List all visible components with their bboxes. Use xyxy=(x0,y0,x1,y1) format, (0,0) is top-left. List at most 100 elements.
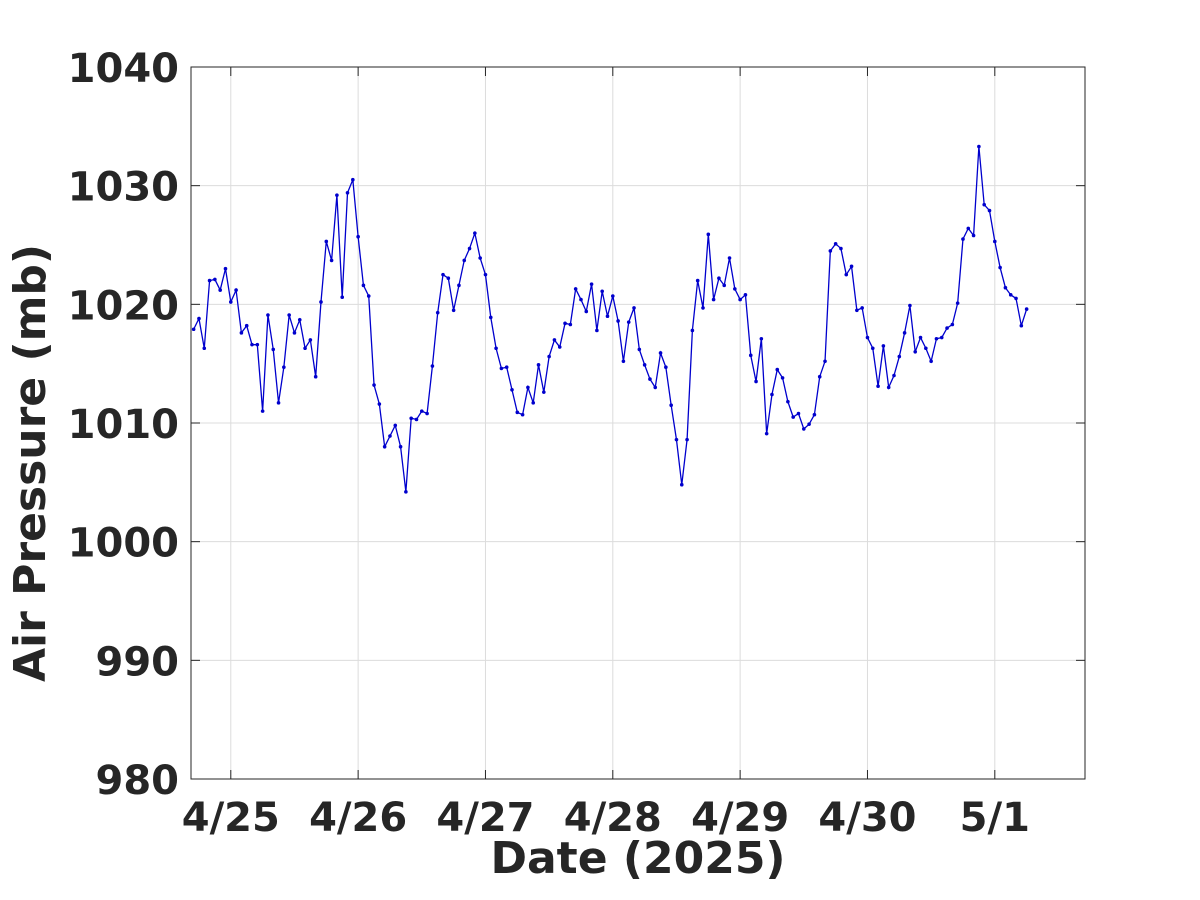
y-tick-label: 1030 xyxy=(68,165,179,211)
data-point xyxy=(260,409,265,413)
data-point xyxy=(865,335,870,340)
data-point xyxy=(382,444,387,449)
data-point xyxy=(823,359,827,364)
plot-frame xyxy=(190,66,1086,780)
data-point xyxy=(918,335,923,340)
data-point xyxy=(706,232,711,237)
data-point xyxy=(308,338,313,342)
data-point xyxy=(377,402,382,406)
data-point xyxy=(754,379,758,384)
data-point xyxy=(902,331,907,335)
data-point xyxy=(780,376,785,380)
data-point xyxy=(966,226,971,231)
x-axis-label: Date (2025) xyxy=(490,833,785,884)
data-point xyxy=(738,297,742,302)
data-point xyxy=(404,490,408,494)
data-point xyxy=(499,366,504,371)
data-point xyxy=(1024,307,1029,311)
data-point xyxy=(812,412,817,417)
data-point xyxy=(393,423,398,428)
data-point xyxy=(839,246,843,251)
data-point xyxy=(802,427,806,431)
x-tick-label: 4/29 xyxy=(691,795,789,841)
y-tick-label: 1000 xyxy=(68,521,179,567)
data-point xyxy=(202,346,207,351)
data-point xyxy=(674,437,679,442)
data-point xyxy=(1003,285,1008,290)
data-point xyxy=(213,277,217,282)
data-point xyxy=(748,353,753,358)
data-point xyxy=(897,354,902,359)
data-point xyxy=(239,331,244,335)
data-point xyxy=(218,288,222,292)
data-point xyxy=(701,306,705,310)
x-tick-label: 4/28 xyxy=(564,795,662,841)
data-point xyxy=(844,272,849,277)
x-tick-label: 4/27 xyxy=(436,795,534,841)
data-point xyxy=(971,233,976,238)
data-point xyxy=(876,384,880,389)
data-point xyxy=(414,417,419,422)
data-point xyxy=(366,294,371,298)
data-point xyxy=(722,283,727,288)
data-point xyxy=(271,347,276,352)
data-point xyxy=(733,287,737,291)
data-point xyxy=(356,234,360,239)
data-point xyxy=(425,411,429,416)
data-point xyxy=(870,346,875,351)
data-point xyxy=(786,399,790,404)
data-point xyxy=(515,410,520,415)
data-point xyxy=(297,317,302,322)
data-point xyxy=(595,328,599,333)
data-point xyxy=(313,374,318,379)
data-point xyxy=(669,403,673,408)
data-point xyxy=(886,385,891,390)
data-point xyxy=(860,306,864,310)
data-point xyxy=(934,336,939,341)
data-point xyxy=(467,246,472,251)
data-point xyxy=(319,300,323,304)
data-point xyxy=(759,336,764,341)
data-point xyxy=(409,416,413,421)
data-point xyxy=(536,363,541,367)
data-point xyxy=(998,265,1002,270)
data-point xyxy=(881,344,886,348)
data-point xyxy=(478,256,482,260)
data-point xyxy=(547,354,551,359)
data-point xyxy=(207,278,212,283)
data-point xyxy=(568,322,573,327)
data-point xyxy=(223,266,228,271)
data-point xyxy=(727,256,732,260)
y-tick-label: 990 xyxy=(96,639,180,685)
data-point xyxy=(796,411,801,416)
data-point xyxy=(717,276,721,281)
data-line xyxy=(193,146,1028,492)
data-point xyxy=(1008,293,1013,297)
x-tick-label: 4/26 xyxy=(309,795,407,841)
data-point xyxy=(685,437,689,442)
data-point xyxy=(494,346,498,351)
data-point xyxy=(939,335,944,340)
data-point xyxy=(446,276,451,281)
data-point xyxy=(324,239,329,244)
data-point xyxy=(552,338,557,342)
data-point xyxy=(234,288,238,292)
data-point xyxy=(987,208,992,213)
data-point xyxy=(441,272,445,277)
data-point xyxy=(711,297,716,302)
data-point xyxy=(775,367,780,372)
y-tick-label: 1020 xyxy=(68,283,179,329)
y-tick-label: 1040 xyxy=(68,46,179,92)
data-point xyxy=(616,319,620,323)
data-point xyxy=(191,327,196,332)
data-point xyxy=(695,278,700,283)
data-point xyxy=(372,383,376,387)
data-point xyxy=(690,328,695,333)
data-point xyxy=(340,295,345,300)
data-point xyxy=(483,272,488,277)
data-point xyxy=(648,377,652,381)
data-point xyxy=(637,347,642,352)
data-point xyxy=(770,392,774,397)
